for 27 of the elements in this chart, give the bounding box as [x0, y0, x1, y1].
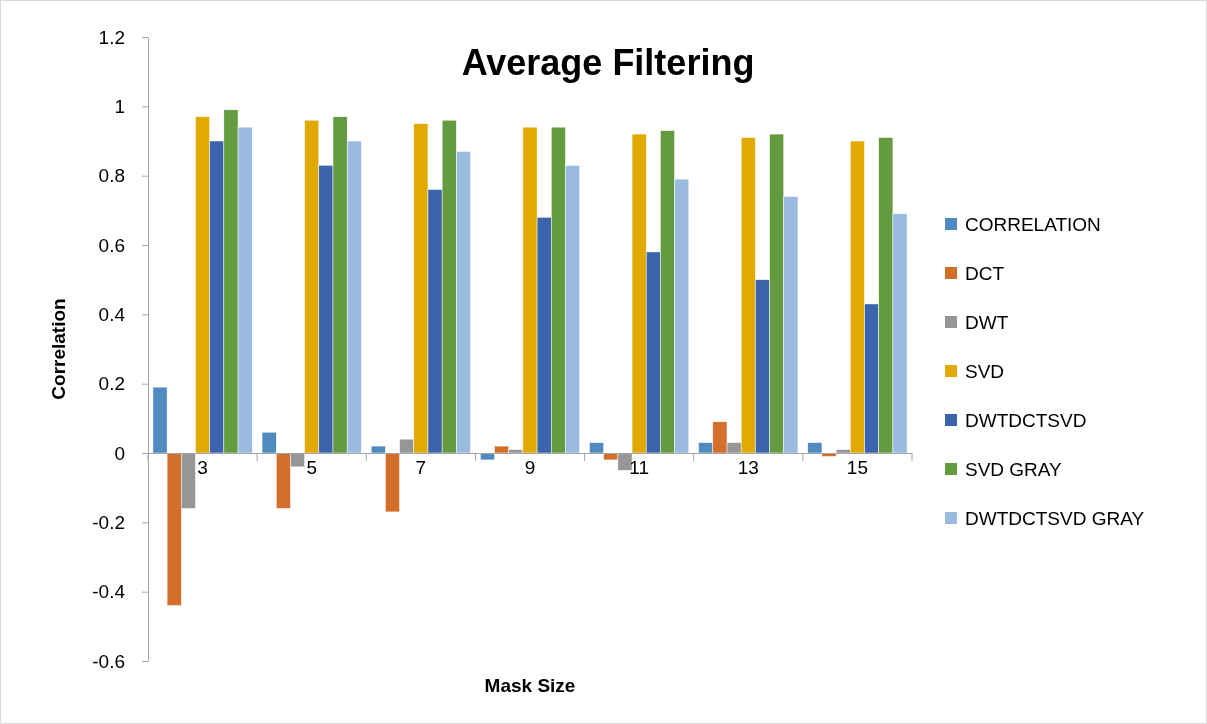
y-tick-label: 1	[114, 95, 125, 117]
y-tick-label: 0.2	[98, 373, 125, 395]
x-tick-label: 3	[197, 457, 208, 478]
y-tick-label: 0.6	[98, 234, 125, 256]
legend-label: DCT	[965, 263, 1005, 284]
legend-label: SVD GRAY	[965, 459, 1063, 480]
legend-label: DWT	[965, 312, 1009, 333]
y-axis-title: Correlation	[48, 298, 69, 400]
legend-label: DWTDCTSVD	[965, 410, 1087, 431]
y-tick-label: 1.2	[98, 26, 125, 48]
legend-label: DWTDCTSVD GRAY	[965, 508, 1145, 529]
y-tick-label: -0.2	[92, 511, 125, 533]
x-tick-label: 13	[737, 457, 759, 478]
x-tick-label: 15	[846, 457, 868, 478]
x-axis-title: Mask Size	[484, 675, 576, 696]
y-tick-label: 0.4	[98, 303, 126, 325]
y-tick-label: 0.8	[98, 165, 125, 187]
y-tick-label: -0.6	[92, 650, 125, 672]
x-tick-label: 11	[629, 457, 650, 478]
x-tick-label: 7	[415, 457, 427, 478]
y-tick-label: 0	[114, 442, 125, 464]
legend-label: CORRELATION	[965, 214, 1101, 235]
x-tick-label: 5	[306, 457, 317, 478]
y-tick-label: -0.4	[92, 581, 126, 603]
legend-label: SVD	[965, 361, 1005, 382]
x-tick-label: 9	[524, 457, 536, 478]
chart-title: Average Filtering	[461, 42, 755, 83]
